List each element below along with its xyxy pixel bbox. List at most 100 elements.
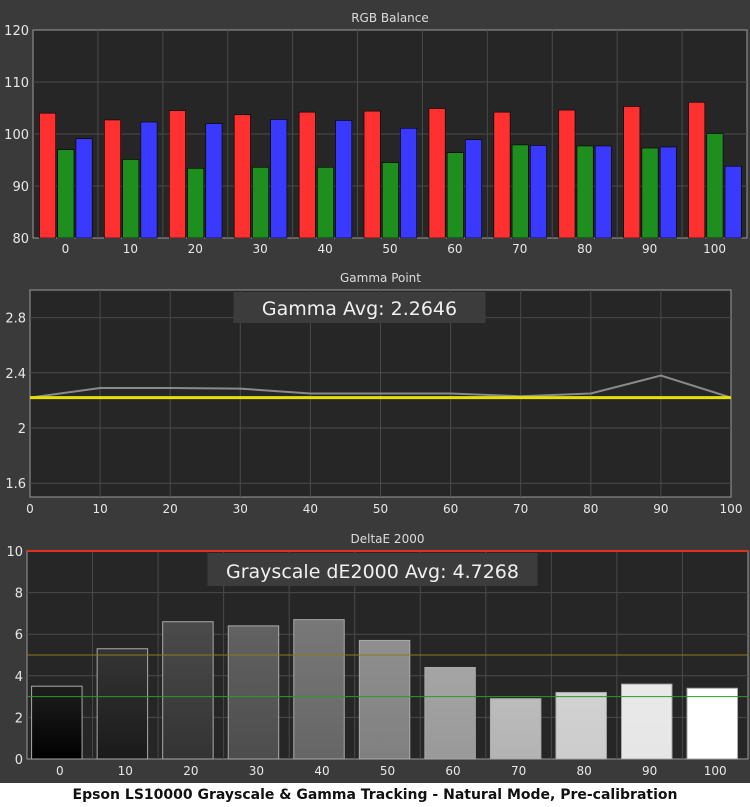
deltae-bar — [555, 691, 607, 760]
green-bar — [511, 144, 529, 239]
y-tick-label: 110 — [4, 76, 29, 91]
deltae-average-annotation: Grayscale dE2000 Avg: 4.7268 — [226, 561, 519, 583]
blue-bar — [530, 145, 547, 239]
gamma-average-annotation: Gamma Avg: 2.2646 — [262, 298, 457, 320]
deltae-bar — [31, 685, 83, 760]
blue-bar — [724, 165, 742, 239]
y-tick-label: 6 — [15, 628, 23, 643]
red-bar — [623, 106, 641, 239]
x-tick-label: 20 — [183, 764, 198, 778]
blue-bar — [594, 145, 612, 239]
x-tick-label: 10 — [118, 764, 133, 778]
x-tick-label: 20 — [188, 242, 203, 256]
x-tick-label: 30 — [253, 242, 268, 256]
x-tick-label: 80 — [577, 242, 592, 256]
y-tick-label: 0 — [15, 753, 23, 768]
red-bar — [298, 111, 316, 239]
green-bar — [187, 168, 205, 239]
x-tick-label: 80 — [576, 764, 591, 778]
red-bar — [169, 110, 186, 239]
x-tick-label: 80 — [583, 502, 598, 516]
y-tick-label: 2 — [18, 422, 26, 437]
chart-title: DeltaE 2000 — [351, 532, 425, 546]
x-tick-label: 0 — [26, 502, 34, 516]
x-tick-label: 0 — [62, 242, 70, 256]
red-bar — [233, 114, 251, 239]
x-tick-label: 30 — [249, 764, 264, 778]
blue-bar — [75, 138, 93, 239]
deltae-bar — [293, 619, 345, 760]
deltae-bar — [620, 683, 673, 760]
y-tick-label: 4 — [15, 670, 23, 685]
x-tick-label: 40 — [314, 764, 329, 778]
x-tick-label: 50 — [380, 764, 395, 778]
x-tick-label: 20 — [163, 502, 178, 516]
x-tick-label: 90 — [653, 502, 668, 516]
deltae-bar — [686, 687, 739, 760]
blue-bar — [140, 121, 158, 239]
y-tick-label: 1.6 — [5, 477, 26, 492]
chart-title: RGB Balance — [351, 11, 429, 25]
rgb-balance-chart: RGB Balance 80 90 100 110 120 0 10 20 30 40 50 60 70 8… — [0, 6, 750, 256]
red-bar — [39, 112, 57, 239]
x-tick-label: 50 — [382, 242, 397, 256]
y-tick-label: 2.4 — [5, 367, 26, 382]
x-tick-label: 30 — [233, 502, 248, 516]
x-tick-label: 90 — [642, 242, 657, 256]
blue-bar — [400, 127, 418, 239]
blue-bar — [270, 119, 288, 239]
green-bar — [706, 133, 724, 239]
blue-bar — [335, 120, 353, 239]
y-tick-label: 90 — [12, 180, 29, 195]
x-tick-label: 0 — [56, 764, 64, 778]
blue-bar — [465, 139, 482, 239]
green-bar — [381, 162, 399, 239]
x-tick-label: 40 — [303, 502, 318, 516]
deltae-bar — [489, 698, 542, 760]
green-bar — [252, 166, 269, 239]
y-tick-label: 2 — [15, 711, 23, 726]
green-bar — [641, 147, 659, 239]
x-tick-label: 60 — [447, 242, 462, 256]
x-tick-label: 10 — [123, 242, 138, 256]
x-tick-label: 50 — [373, 502, 388, 516]
gamma-measured-line — [29, 374, 732, 399]
deltae-bar — [424, 666, 476, 760]
deltae-bar — [227, 625, 280, 760]
x-tick-label: 60 — [445, 764, 460, 778]
red-bar — [688, 101, 706, 239]
y-tick-label: 8 — [15, 587, 23, 602]
deltae-bar — [162, 621, 214, 760]
y-tick-label: 120 — [4, 24, 29, 39]
red-bar — [558, 109, 576, 239]
x-tick-label: 10 — [92, 502, 107, 516]
x-tick-label: 40 — [317, 242, 332, 256]
blue-bar — [205, 123, 223, 239]
y-tick-label: 100 — [4, 128, 29, 143]
x-tick-label: 100 — [720, 502, 743, 516]
blue-bar — [659, 146, 677, 239]
figure-caption: Epson LS10000 Grayscale & Gamma Tracking… — [0, 783, 750, 807]
annotation-box — [207, 553, 538, 586]
x-tick-label: 100 — [703, 242, 726, 256]
y-tick-label: 2.8 — [5, 312, 26, 327]
green-bar — [317, 166, 334, 239]
chart-title: Gamma Point — [340, 271, 421, 285]
y-tick-label: 80 — [12, 232, 29, 247]
y-tick-label: 10 — [6, 545, 23, 560]
red-bar — [428, 108, 446, 239]
red-bar — [104, 119, 121, 239]
green-bar — [576, 145, 594, 239]
x-tick-label: 70 — [512, 242, 527, 256]
deltae-bar — [358, 639, 411, 760]
gamma-point-chart: Gamma Point 1.6 2 2.4 2.8 0 10 20 30 40 50 60 70 80 90… — [0, 264, 750, 517]
x-tick-label: 90 — [642, 764, 657, 778]
red-bar — [363, 110, 381, 239]
x-tick-label: 60 — [443, 502, 458, 516]
deltae-bar — [96, 648, 149, 760]
red-bar — [493, 111, 511, 239]
green-bar — [57, 149, 75, 239]
